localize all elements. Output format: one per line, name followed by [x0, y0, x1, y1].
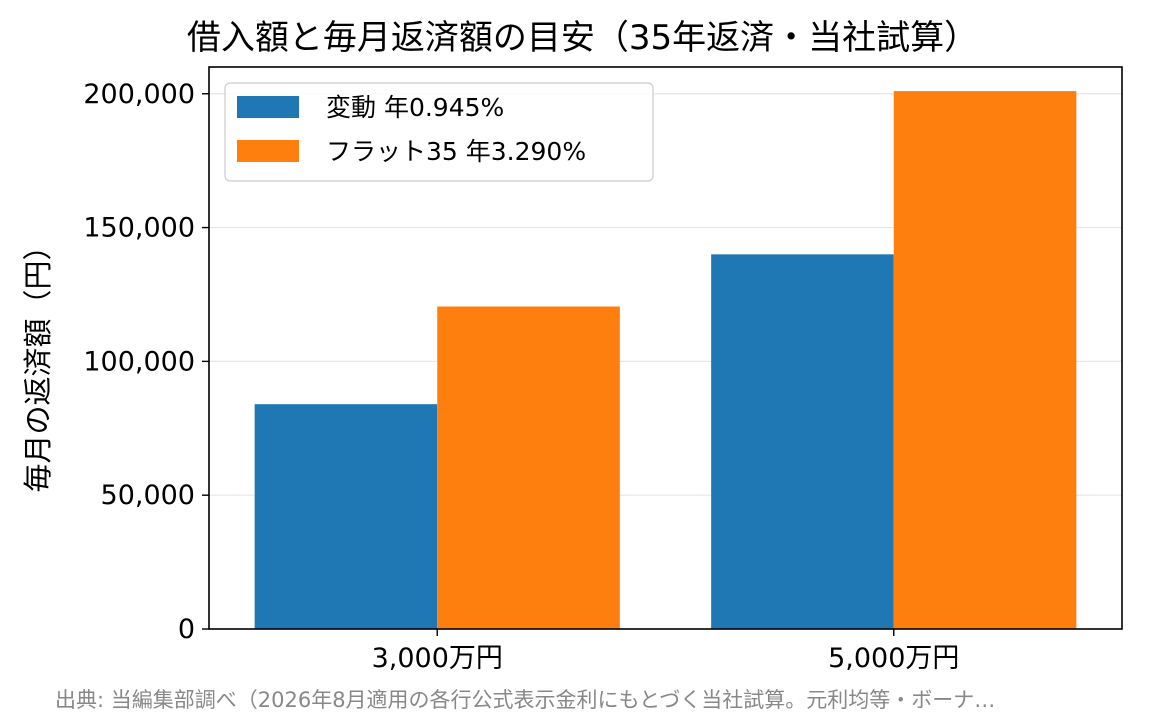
y-tick-label: 100,000	[83, 346, 195, 377]
legend-label: フラット35 年3.290%	[326, 137, 586, 166]
legend-label: 変動 年0.945%	[326, 93, 504, 122]
source-note: 出典: 当編集部調べ（2026年8月適用の各行公式表示金利にもとづく当社試算。元…	[55, 688, 996, 712]
plot-frame	[208, 66, 1123, 630]
y-axis-ticks: 0 50,000 100,000 150,000 200,000	[83, 79, 209, 645]
bar	[254, 404, 438, 629]
y-tick-label: 200,000	[83, 79, 195, 110]
x-axis-ticks: 3,000万円 5,000万円	[372, 629, 959, 674]
bar	[893, 91, 1077, 630]
bar	[711, 254, 894, 630]
y-tick-label: 150,000	[83, 213, 195, 244]
y-tick-label: 0	[178, 614, 195, 645]
x-tick-label: 3,000万円	[372, 643, 503, 674]
bar	[437, 306, 620, 629]
legend-box	[224, 82, 654, 182]
legend-swatch	[237, 140, 299, 162]
legend: 変動 年0.945% フラット35 年3.290%	[224, 82, 654, 182]
y-tick-label: 50,000	[101, 480, 195, 511]
chart-title: 借入額と毎月返済額の目安（35年返済・当社試算）	[186, 18, 979, 58]
x-tick-label: 5,000万円	[828, 643, 959, 674]
bars	[254, 91, 1077, 630]
legend-swatch	[237, 96, 299, 118]
